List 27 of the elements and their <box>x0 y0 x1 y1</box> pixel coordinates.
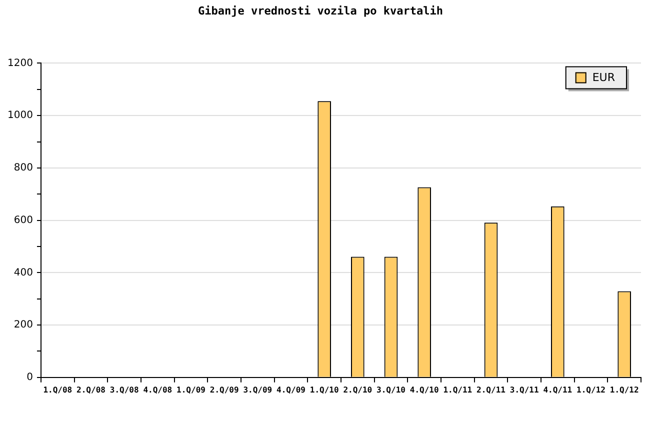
y-tick-label: 1200 <box>8 58 33 69</box>
chart-title: Gibanje vrednosti vozila po kvartalih <box>198 4 444 18</box>
y-tick-label: 600 <box>14 214 33 226</box>
x-tick-label: 2.Q/10 <box>343 385 372 394</box>
x-tick-label: 3.Q/09 <box>243 385 272 394</box>
x-tick-label: 1.Q/10 <box>310 385 339 394</box>
y-tick-label: 1000 <box>8 110 33 122</box>
y-tick-label: 400 <box>14 267 33 278</box>
x-tick-label: 1.Q/12 <box>610 385 639 394</box>
x-tick-label: 1.Q/09 <box>176 385 206 394</box>
y-tick-label: 200 <box>14 320 33 331</box>
x-tick-label: 4.Q/10 <box>410 385 439 394</box>
legend-label: EUR <box>592 71 616 84</box>
x-tick-label: 1.Q/11 <box>443 385 472 394</box>
x-tick-label: 2.Q/08 <box>76 385 106 394</box>
x-tick-label: 2.Q/11 <box>476 385 506 394</box>
x-tick-label: 4.Q/08 <box>143 385 172 394</box>
x-tick-label: 3.Q/08 <box>110 385 139 394</box>
x-tick-label: 3.Q/10 <box>376 385 406 394</box>
x-tick-label: 4.Q/09 <box>276 385 306 394</box>
x-tick-label: 1.Q/08 <box>43 385 72 394</box>
x-tick-label: 4.Q/11 <box>543 385 572 394</box>
x-tick-label: 3.Q/11 <box>510 385 539 394</box>
y-tick-label: 0 <box>26 372 33 383</box>
y-tick-label: 800 <box>14 162 33 174</box>
x-tick-label: 1.Q/12 <box>576 385 606 394</box>
x-tick-label: 2.Q/09 <box>210 385 239 394</box>
